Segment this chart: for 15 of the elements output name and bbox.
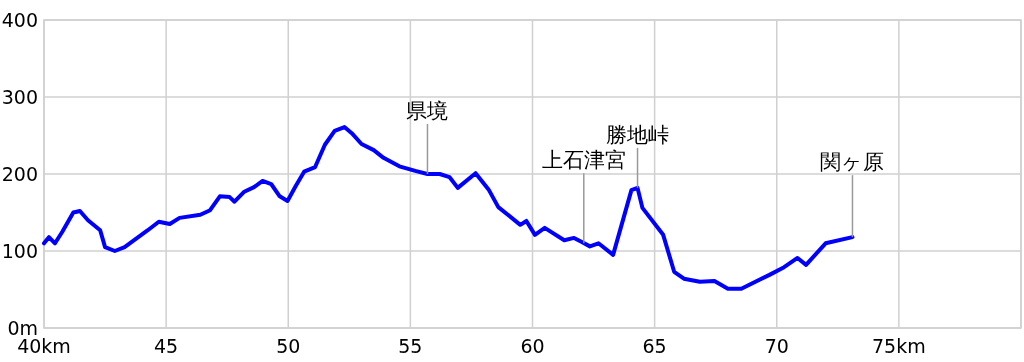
annotation: 勝地峠	[606, 122, 670, 147]
x-tick-label: 65	[642, 335, 667, 357]
annotation: 上石津宮	[541, 148, 626, 173]
x-tick-label: 45	[154, 335, 179, 357]
y-tick-label: 300	[1, 86, 38, 108]
x-tick-label: 60	[520, 335, 545, 357]
annotation: 関ヶ原	[820, 150, 885, 175]
y-tick-label: 200	[1, 163, 38, 185]
annotation: 県境	[406, 99, 449, 123]
x-tick-label: 75km	[872, 335, 926, 357]
y-tick-label: 100	[1, 240, 38, 262]
x-tick-label: 70	[764, 335, 789, 357]
x-tick-label: 50	[276, 335, 301, 357]
y-tick-label: 400	[1, 9, 38, 31]
x-tick-label: 55	[398, 335, 423, 357]
